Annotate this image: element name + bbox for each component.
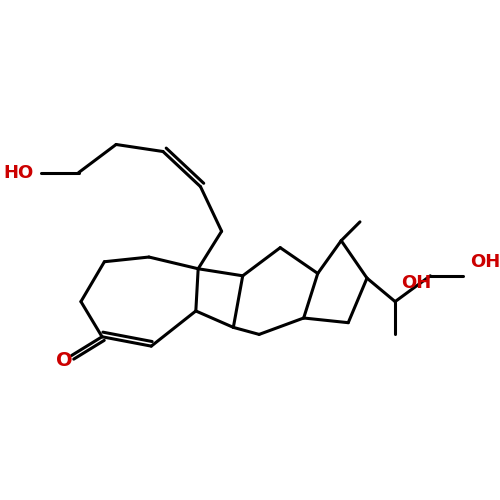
Text: HO: HO (4, 164, 34, 182)
Text: O: O (56, 350, 73, 370)
Text: OH: OH (470, 252, 500, 270)
Text: OH: OH (401, 274, 431, 292)
